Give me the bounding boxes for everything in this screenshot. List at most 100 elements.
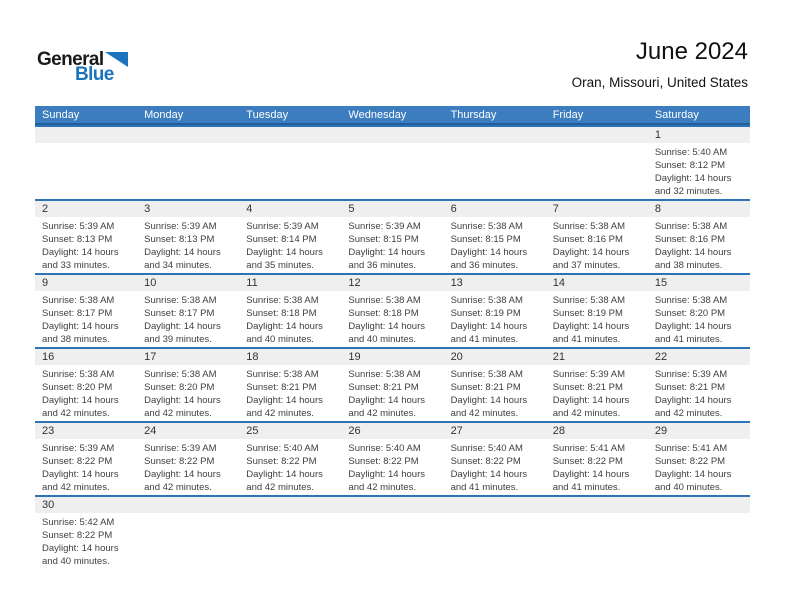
day-cell-6: Sunrise: 5:38 AM Sunset: 8:15 PM Daylight:… bbox=[444, 217, 546, 272]
daylight-text-line1: Daylight: 14 hours bbox=[654, 469, 732, 480]
day-number-19: 19 bbox=[348, 351, 361, 363]
day-number-15: 15 bbox=[654, 277, 668, 289]
weekday-label-sunday: Sunday bbox=[42, 108, 80, 121]
empty-day-cell bbox=[546, 143, 648, 198]
day-cell-1: Sunrise: 5:40 AM Sunset: 8:12 PM Daylight:… bbox=[648, 143, 750, 198]
sunset-text: Sunset: 8:22 PM bbox=[144, 456, 215, 467]
sunrise-text: Sunrise: 5:39 AM bbox=[552, 369, 626, 380]
daylight-text-line2: and 42 minutes. bbox=[42, 482, 110, 493]
day-number-10: 10 bbox=[144, 277, 157, 289]
daylight-text-line2: and 35 minutes. bbox=[246, 260, 314, 271]
logo-text-blue: Blue bbox=[75, 64, 114, 85]
empty-day-cell bbox=[137, 143, 239, 198]
day-number-band: 9 10 11 12 13 14 15 bbox=[35, 275, 750, 291]
week-content-row: Sunrise: 5:39 AM Sunset: 8:13 PM Daylight:… bbox=[35, 217, 750, 272]
daylight-text-line1: Daylight: 14 hours bbox=[42, 321, 119, 332]
day-number-26: 26 bbox=[348, 425, 361, 437]
daylight-text-line1: Daylight: 14 hours bbox=[42, 543, 119, 554]
sunset-text: Sunset: 8:20 PM bbox=[144, 382, 215, 393]
day-number-2: 2 bbox=[42, 203, 49, 215]
week-row-2: 2 3 4 5 6 7 8 Sunrise: 5:39 AM Sunset: 8:13 PM Da… bbox=[35, 199, 750, 273]
daylight-text-line2: and 40 minutes. bbox=[246, 334, 314, 345]
day-cell-8: Sunrise: 5:38 AM Sunset: 8:16 PM Daylight:… bbox=[648, 217, 750, 272]
empty-day-cell bbox=[137, 513, 239, 568]
day-cell-9: Sunrise: 5:38 AM Sunset: 8:17 PM Daylight:… bbox=[35, 291, 137, 346]
weekday-label-saturday: Saturday bbox=[654, 108, 699, 121]
sunrise-text: Sunrise: 5:39 AM bbox=[654, 369, 728, 380]
day-number-21: 21 bbox=[552, 351, 565, 363]
sunset-text: Sunset: 8:22 PM bbox=[42, 456, 113, 467]
daylight-text-line1: Daylight: 14 hours bbox=[246, 395, 323, 406]
daylight-text-line2: and 42 minutes. bbox=[42, 408, 110, 419]
day-cell-22: Sunrise: 5:39 AM Sunset: 8:21 PM Daylight:… bbox=[648, 365, 750, 420]
day-number-9: 9 bbox=[42, 277, 49, 289]
sunset-text: Sunset: 8:17 PM bbox=[42, 308, 113, 319]
day-cell-4: Sunrise: 5:39 AM Sunset: 8:14 PM Daylight:… bbox=[239, 217, 341, 272]
sunset-text: Sunset: 8:19 PM bbox=[552, 308, 623, 319]
sunrise-text: Sunrise: 5:39 AM bbox=[348, 221, 421, 232]
daylight-text-line1: Daylight: 14 hours bbox=[654, 173, 732, 184]
sunrise-text: Sunrise: 5:38 AM bbox=[552, 221, 626, 232]
sunset-text: Sunset: 8:14 PM bbox=[246, 234, 317, 245]
daylight-text-line2: and 34 minutes. bbox=[144, 260, 212, 271]
sunrise-text: Sunrise: 5:38 AM bbox=[246, 295, 319, 306]
day-number-28: 28 bbox=[552, 425, 565, 437]
week-content-row: Sunrise: 5:38 AM Sunset: 8:17 PM Daylight:… bbox=[35, 291, 750, 346]
sunset-text: Sunset: 8:22 PM bbox=[42, 530, 113, 541]
sunset-text: Sunset: 8:12 PM bbox=[654, 160, 726, 171]
sunrise-text: Sunrise: 5:38 AM bbox=[348, 295, 421, 306]
daylight-text-line2: and 41 minutes. bbox=[450, 334, 519, 345]
daylight-text-line2: and 41 minutes. bbox=[654, 334, 723, 345]
daylight-text-line1: Daylight: 14 hours bbox=[654, 395, 732, 406]
daylight-text-line1: Daylight: 14 hours bbox=[348, 469, 425, 480]
page-title: June 2024 bbox=[635, 38, 748, 65]
daylight-text-line2: and 42 minutes. bbox=[246, 482, 314, 493]
empty-day-cell bbox=[239, 513, 341, 568]
day-cell-21: Sunrise: 5:39 AM Sunset: 8:21 PM Daylight:… bbox=[546, 365, 648, 420]
general-blue-logo: General Blue bbox=[37, 50, 128, 84]
day-number-11: 11 bbox=[246, 277, 258, 289]
daylight-text-line2: and 39 minutes. bbox=[144, 334, 212, 345]
sunset-text: Sunset: 8:17 PM bbox=[144, 308, 215, 319]
daylight-text-line1: Daylight: 14 hours bbox=[552, 469, 630, 480]
day-number-30: 30 bbox=[42, 499, 55, 511]
day-number-20: 20 bbox=[450, 351, 463, 363]
daylight-text-line1: Daylight: 14 hours bbox=[450, 469, 528, 480]
sunrise-text: Sunrise: 5:39 AM bbox=[246, 221, 319, 232]
sunrise-text: Sunrise: 5:40 AM bbox=[450, 443, 523, 454]
day-cell-17: Sunrise: 5:38 AM Sunset: 8:20 PM Daylight:… bbox=[137, 365, 239, 420]
sunrise-text: Sunrise: 5:40 AM bbox=[348, 443, 421, 454]
day-cell-30: Sunrise: 5:42 AM Sunset: 8:22 PM Daylight:… bbox=[35, 513, 137, 568]
daylight-text-line2: and 42 minutes. bbox=[144, 408, 212, 419]
sunrise-text: Sunrise: 5:40 AM bbox=[654, 147, 728, 158]
day-cell-20: Sunrise: 5:38 AM Sunset: 8:21 PM Daylight:… bbox=[444, 365, 546, 420]
sunset-text: Sunset: 8:16 PM bbox=[654, 234, 726, 245]
sunrise-text: Sunrise: 5:39 AM bbox=[42, 443, 115, 454]
daylight-text-line2: and 42 minutes. bbox=[450, 408, 519, 419]
day-number-18: 18 bbox=[246, 351, 259, 363]
day-cell-27: Sunrise: 5:40 AM Sunset: 8:22 PM Daylight:… bbox=[444, 439, 546, 494]
day-cell-7: Sunrise: 5:38 AM Sunset: 8:16 PM Daylight:… bbox=[546, 217, 648, 272]
empty-day-cell bbox=[341, 513, 443, 568]
daylight-text-line1: Daylight: 14 hours bbox=[450, 395, 528, 406]
daylight-text-line2: and 36 minutes. bbox=[348, 260, 417, 271]
sunrise-text: Sunrise: 5:39 AM bbox=[144, 221, 217, 232]
day-number-4: 4 bbox=[246, 203, 253, 215]
daylight-text-line2: and 41 minutes. bbox=[552, 334, 621, 345]
day-cell-2: Sunrise: 5:39 AM Sunset: 8:13 PM Daylight:… bbox=[35, 217, 137, 272]
week-content-row: Sunrise: 5:40 AM Sunset: 8:12 PM Daylight:… bbox=[35, 143, 750, 198]
day-cell-26: Sunrise: 5:40 AM Sunset: 8:22 PM Daylight:… bbox=[341, 439, 443, 494]
day-cell-18: Sunrise: 5:38 AM Sunset: 8:21 PM Daylight:… bbox=[239, 365, 341, 420]
weekday-label-monday: Monday bbox=[144, 108, 184, 121]
week-row-6: 30 Sunrise: 5:42 AM Sunset: 8:22 PM Dayligh… bbox=[35, 495, 750, 569]
day-number-1: 1 bbox=[654, 129, 661, 141]
day-number-band: 2 3 4 5 6 7 8 bbox=[35, 201, 750, 217]
sunrise-text: Sunrise: 5:38 AM bbox=[654, 295, 728, 306]
sunset-text: Sunset: 8:21 PM bbox=[552, 382, 623, 393]
day-number-24: 24 bbox=[144, 425, 157, 437]
empty-day-cell bbox=[444, 513, 546, 568]
daylight-text-line1: Daylight: 14 hours bbox=[246, 247, 323, 258]
location-subtitle: Oran, Missouri, United States bbox=[571, 75, 748, 90]
day-number-12: 12 bbox=[348, 277, 361, 289]
